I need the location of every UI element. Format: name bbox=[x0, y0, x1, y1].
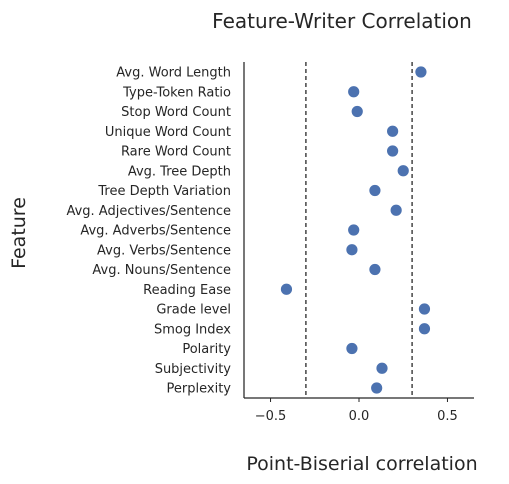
y-tick-label-rare-word-count: Rare Word Count bbox=[121, 145, 231, 160]
point-polarity bbox=[345, 342, 359, 355]
point-avg-tree-depth bbox=[396, 164, 410, 178]
y-tick-label-avg-tree-depth: Avg. Tree Depth bbox=[128, 164, 231, 179]
y-tick-label-avg-adjectives-sentence: Avg. Adjectives/Sentence bbox=[66, 204, 231, 219]
point-grade-level bbox=[418, 302, 431, 316]
y-tick-label-type-token-ratio: Type-Token Ratio bbox=[122, 85, 231, 100]
y-tick-label-reading-ease: Reading Ease bbox=[143, 283, 231, 298]
point-avg-word-length bbox=[414, 65, 428, 79]
y-tick-label-grade-level: Grade level bbox=[156, 303, 231, 318]
point-rare-word-count bbox=[386, 144, 400, 158]
point-stop-word-count bbox=[350, 105, 364, 118]
y-tick-label-tree-depth-variation: Tree Depth Variation bbox=[97, 184, 231, 199]
y-tick-label-subjectivity: Subjectivity bbox=[155, 362, 232, 377]
y-tick-label-stop-word-count: Stop Word Count bbox=[121, 105, 231, 120]
chart-title: Feature-Writer Correlation bbox=[212, 9, 472, 33]
point-subjectivity bbox=[375, 361, 389, 375]
y-tick-label-perplexity: Perplexity bbox=[167, 382, 232, 397]
x-tick-label: −0.5 bbox=[255, 409, 287, 424]
y-tick-label-unique-word-count: Unique Word Count bbox=[105, 125, 231, 140]
point-unique-word-count bbox=[386, 124, 400, 138]
y-axis-label: Feature bbox=[8, 197, 30, 269]
y-tick-label-avg-word-length: Avg. Word Length bbox=[116, 66, 231, 81]
x-tick-label: 0.0 bbox=[349, 409, 370, 424]
reference-lines bbox=[305, 62, 413, 398]
y-tick-label-smog-index: Smog Index bbox=[154, 322, 231, 337]
point-reading-ease bbox=[280, 282, 293, 296]
x-tick-label: 0.5 bbox=[437, 409, 458, 424]
y-tick-label-avg-verbs-sentence: Avg. Verbs/Sentence bbox=[97, 243, 231, 258]
point-avg-verbs-sentence bbox=[345, 243, 359, 257]
point-avg-nouns-sentence bbox=[368, 263, 382, 276]
point-smog-index bbox=[418, 322, 431, 336]
y-tick-label-avg-nouns-sentence: Avg. Nouns/Sentence bbox=[92, 263, 231, 278]
y-tick-label-avg-adverbs-sentence: Avg. Adverbs/Sentence bbox=[80, 224, 231, 239]
data-points bbox=[280, 65, 431, 395]
y-tick-labels: Avg. Word Length Type-Token Ratio Stop Wor… bbox=[66, 66, 231, 397]
x-axis-label: Point-Biserial correlation bbox=[246, 453, 477, 475]
point-avg-adverbs-sentence bbox=[347, 223, 361, 237]
point-avg-adjectives-sentence bbox=[389, 203, 403, 217]
y-tick-label-polarity: Polarity bbox=[182, 342, 231, 357]
point-perplexity bbox=[370, 381, 384, 395]
x-ticks: −0.5 0.0 0.5 bbox=[255, 398, 458, 424]
point-type-token-ratio bbox=[347, 85, 361, 99]
point-tree-depth-variation bbox=[368, 184, 382, 197]
plot-area: Avg. Word Length Type-Token Ratio Stop Wor… bbox=[66, 62, 474, 424]
